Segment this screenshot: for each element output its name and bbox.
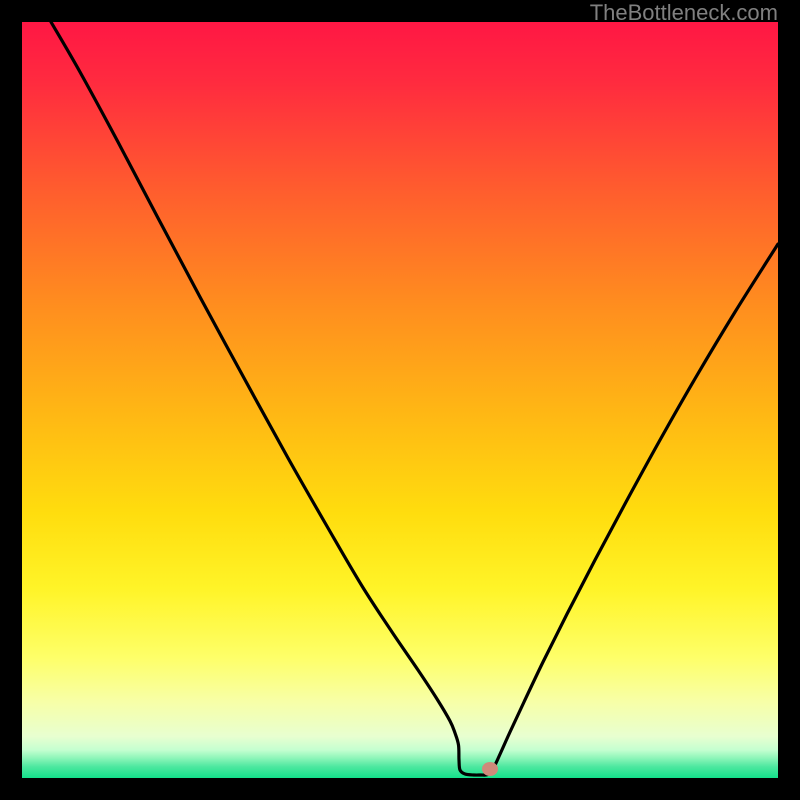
watermark-text: TheBottleneck.com (590, 0, 778, 26)
chart-background-gradient (22, 22, 778, 778)
chart-svg (0, 0, 800, 800)
chart-container: TheBottleneck.com (0, 0, 800, 800)
optimal-point-marker (482, 762, 498, 776)
